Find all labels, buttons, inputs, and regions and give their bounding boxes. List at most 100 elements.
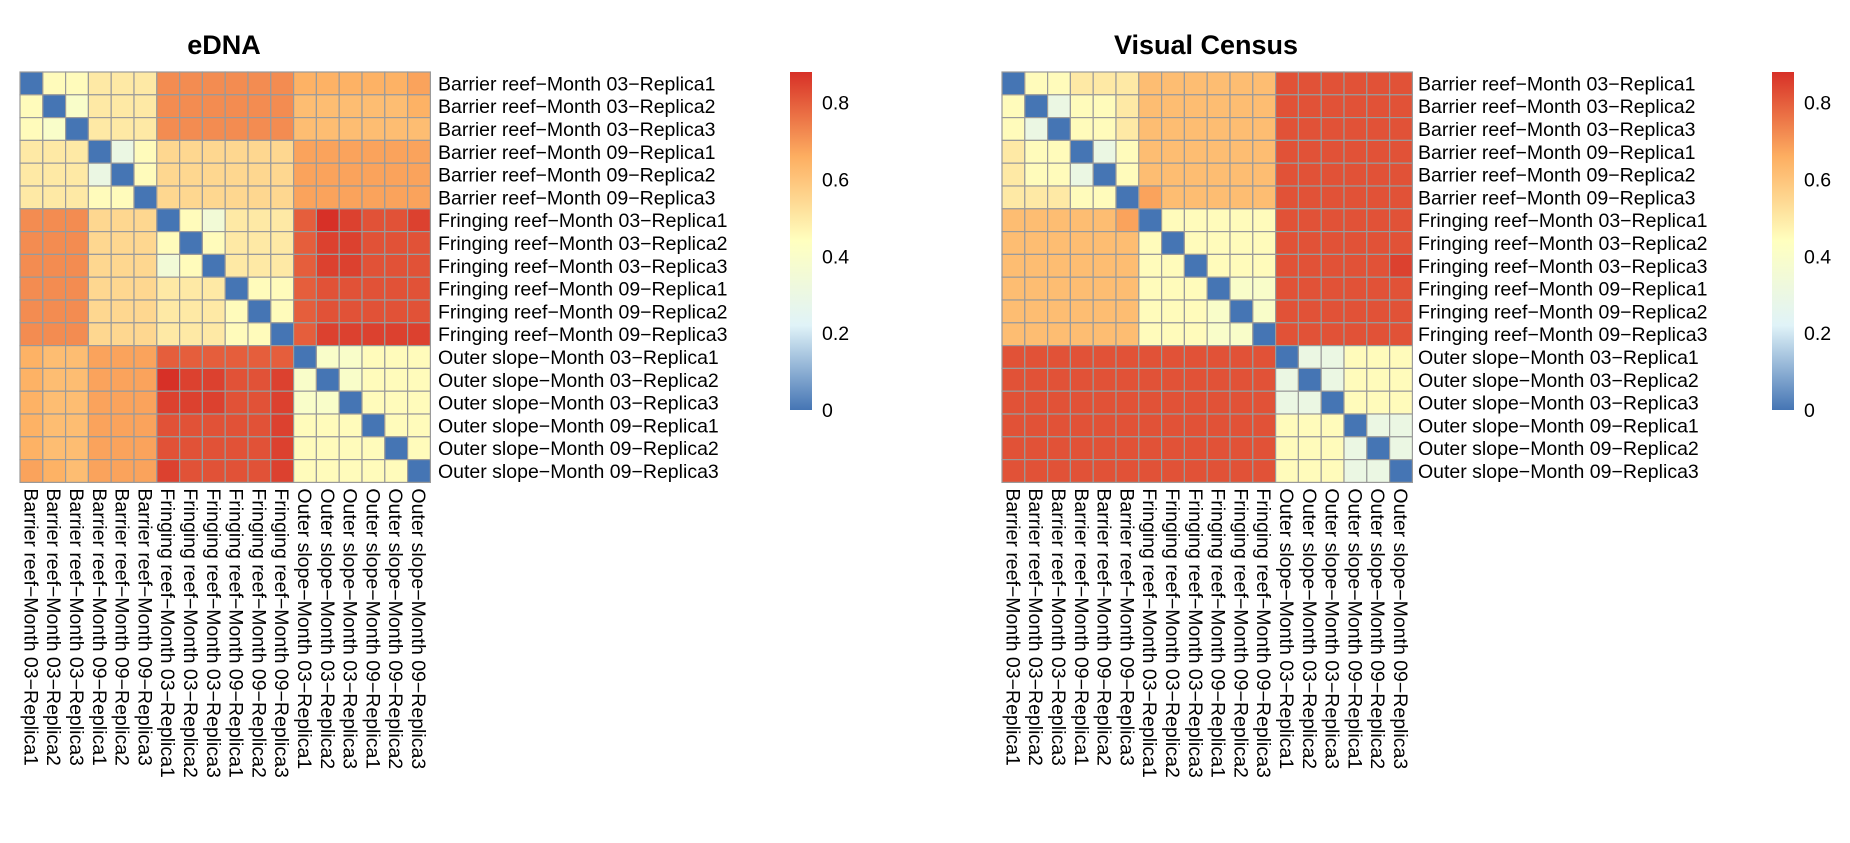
heatmap-cell [110, 185, 135, 210]
heatmap-cell [384, 162, 409, 187]
heatmap-cell [1252, 299, 1277, 324]
heatmap-cell [247, 299, 272, 324]
heatmap-cell [1297, 139, 1322, 164]
heatmap-cell [1320, 322, 1345, 347]
heatmap-cell [1229, 162, 1254, 187]
heatmap-cell [1069, 413, 1094, 438]
heatmap-cell [1366, 208, 1391, 233]
color-legend-bar [790, 72, 812, 410]
row-label: Barrier reef−Month 03−Replica2 [1418, 96, 1696, 118]
heatmap-cell [407, 71, 432, 96]
heatmap-cell [1138, 185, 1163, 210]
heatmap-cell [1092, 436, 1117, 461]
heatmap-cell [42, 94, 67, 119]
row-label: Fringing reef−Month 03−Replica1 [438, 210, 727, 232]
heatmap-cell [1206, 322, 1231, 347]
heatmap-cell [1138, 116, 1163, 141]
heatmap-cell [1274, 299, 1299, 324]
column-label: Fringing reef−Month 03−Replica3 [1184, 488, 1206, 777]
heatmap-cell [1274, 208, 1299, 233]
heatmap-cell [1229, 94, 1254, 119]
heatmap-cell [1138, 253, 1163, 278]
heatmap-cell [1160, 390, 1185, 415]
heatmap-cell [1366, 436, 1391, 461]
heatmap-cell [156, 322, 181, 347]
heatmap-cell [1252, 253, 1277, 278]
color-legend-tick-label: 0.6 [822, 170, 849, 192]
heatmap-cell [1320, 345, 1345, 370]
heatmap-cell [1229, 322, 1254, 347]
heatmap-cell [1092, 367, 1117, 392]
heatmap-cell [270, 116, 295, 141]
heatmap-cell [1092, 208, 1117, 233]
heatmap-cell [224, 185, 249, 210]
row-label: Fringing reef−Month 03−Replica2 [1418, 233, 1707, 255]
heatmap-cell [19, 413, 44, 438]
heatmap-cell [293, 71, 318, 96]
heatmap-cell [1092, 71, 1117, 96]
heatmap-cell [1274, 162, 1299, 187]
heatmap-cell [1206, 185, 1231, 210]
heatmap-cell [384, 253, 409, 278]
heatmap-cell [293, 185, 318, 210]
heatmap-cell [407, 94, 432, 119]
heatmap-cell [315, 94, 340, 119]
visual-census-panel: Visual Census Barrier reef−Month 03−Repli… [1001, 30, 1831, 778]
heatmap-cell [1024, 185, 1049, 210]
heatmap-cell [42, 459, 67, 484]
heatmap-cell [156, 367, 181, 392]
heatmap-cell [293, 345, 318, 370]
heatmap-cell [1320, 299, 1345, 324]
heatmap-cell [1001, 390, 1026, 415]
heatmap-cell [361, 276, 386, 301]
heatmap-cell [1115, 162, 1140, 187]
heatmap-cell [1138, 276, 1163, 301]
row-label: Barrier reef−Month 03−Replica1 [438, 73, 716, 95]
heatmap-cell [64, 231, 89, 256]
heatmap-cell [64, 459, 89, 484]
heatmap-cell [338, 436, 363, 461]
color-legend-tick-label: 0.8 [822, 93, 849, 115]
heatmap-cell [1297, 390, 1322, 415]
heatmap-cell [1138, 367, 1163, 392]
heatmap-cell [407, 436, 432, 461]
heatmap-cell [247, 116, 272, 141]
heatmap-cell [1001, 276, 1026, 301]
heatmap-cell [407, 116, 432, 141]
heatmap-cell [224, 390, 249, 415]
heatmap-cell [1366, 299, 1391, 324]
column-label: Fringing reef−Month 03−Replica1 [1138, 488, 1160, 777]
heatmap-cell [407, 185, 432, 210]
heatmap-cell [110, 231, 135, 256]
heatmap-cell [1160, 208, 1185, 233]
heatmap-cell [224, 253, 249, 278]
heatmap-cell [338, 322, 363, 347]
heatmap-cell [201, 116, 226, 141]
heatmap-cell [1001, 459, 1026, 484]
heatmap-cell [133, 459, 158, 484]
heatmap-cell [1183, 208, 1208, 233]
heatmap-cell [1206, 253, 1231, 278]
color-legend-tick-label: 0.2 [1804, 323, 1831, 345]
heatmap-cell [1092, 253, 1117, 278]
heatmap-cell [42, 390, 67, 415]
row-label: Barrier reef−Month 03−Replica1 [1418, 73, 1696, 95]
heatmap-cell [1024, 231, 1049, 256]
heatmap-cell [1320, 436, 1345, 461]
heatmap-cell [42, 367, 67, 392]
heatmap-cell [1388, 185, 1413, 210]
heatmap-cell [1069, 162, 1094, 187]
heatmap-cell [87, 162, 112, 187]
heatmap-cell [179, 299, 204, 324]
heatmap-cell [1160, 345, 1185, 370]
heatmap-cell [1320, 139, 1345, 164]
heatmap-cell [338, 139, 363, 164]
heatmap-cell [87, 139, 112, 164]
heatmap-cell [338, 208, 363, 233]
heatmap-cell [179, 276, 204, 301]
heatmap-cell [1297, 94, 1322, 119]
heatmap-cell [1206, 276, 1231, 301]
heatmap-cell [1115, 71, 1140, 96]
heatmap-cell [315, 299, 340, 324]
